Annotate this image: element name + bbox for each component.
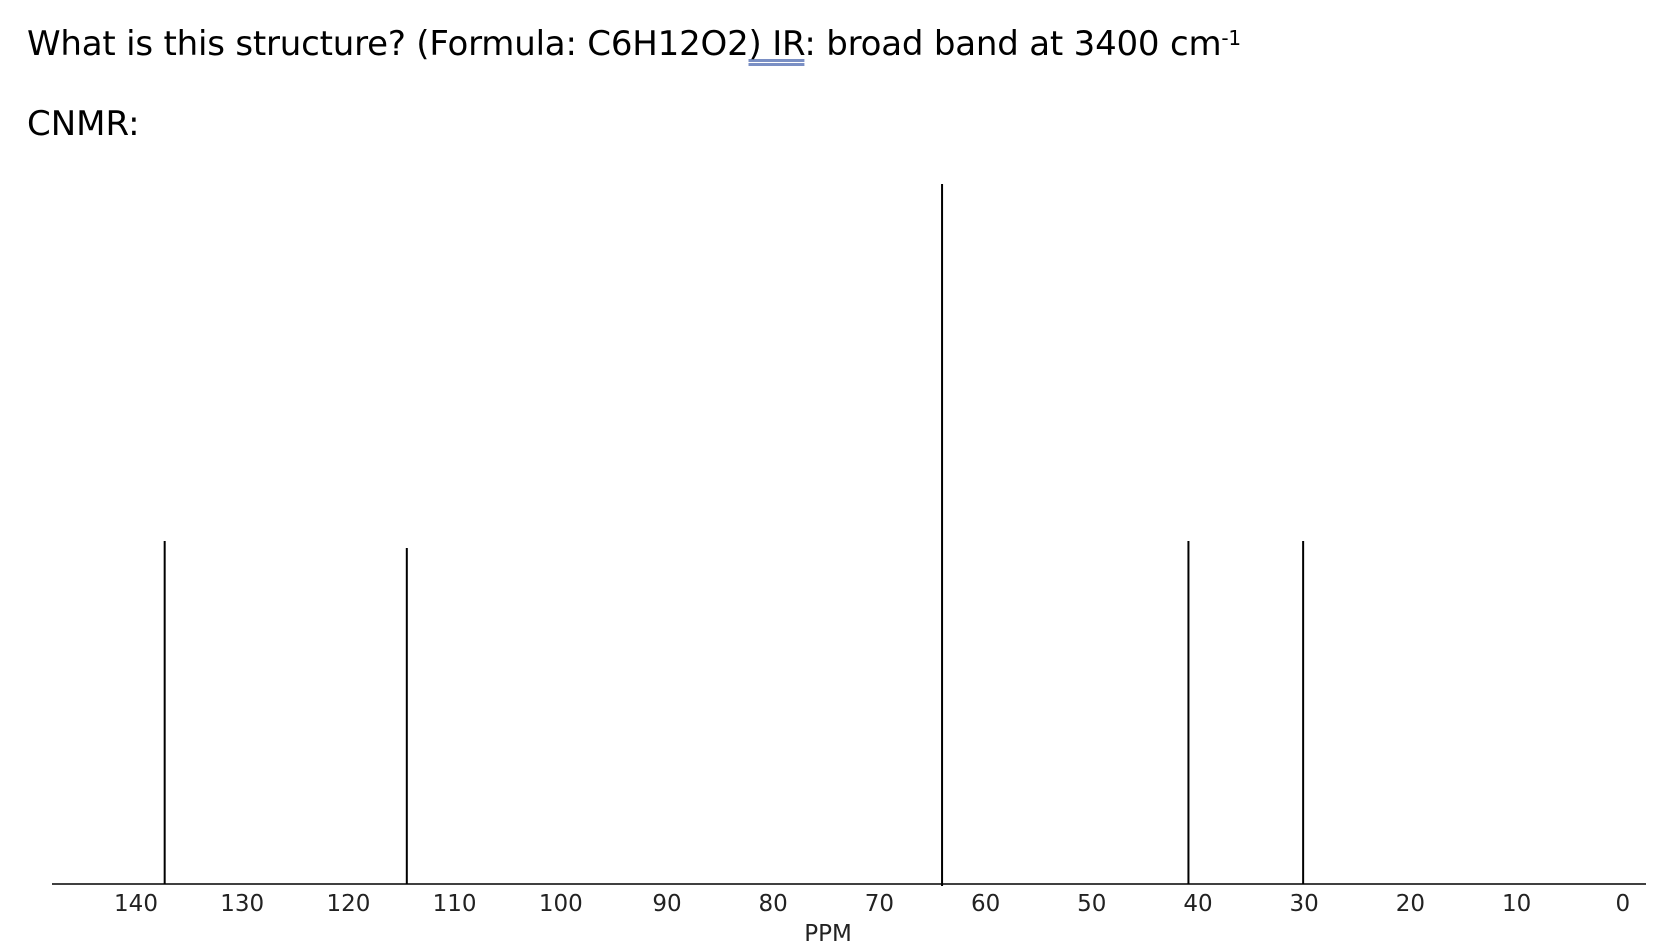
cnmr-label: CNMR:: [27, 104, 140, 144]
x-tick-label: 80: [759, 891, 788, 917]
question-underlined-ir: ) IR: [748, 24, 805, 64]
x-tick-label: 0: [1615, 891, 1630, 917]
x-tick-label: 90: [652, 891, 681, 917]
x-tick-label: 60: [971, 891, 1000, 917]
x-tick-label: 50: [1077, 891, 1106, 917]
question-text: What is this structure? (Formula: C6H12O…: [27, 20, 1241, 68]
x-tick-label: 100: [539, 891, 583, 917]
question-suffix: : broad band at 3400 cm: [804, 24, 1222, 64]
x-tick-label: 140: [114, 891, 158, 917]
x-tick-label: 30: [1290, 891, 1319, 917]
x-tick-label: 70: [865, 891, 894, 917]
x-tick-label: 110: [433, 891, 477, 917]
question-prefix: What is this structure? (Formula: C6H12O…: [27, 24, 749, 64]
x-tick-label: 40: [1183, 891, 1212, 917]
x-axis-label: PPM: [804, 921, 852, 947]
wavenumber-exponent: -1: [1221, 26, 1241, 50]
x-tick-label: 20: [1396, 891, 1425, 917]
x-tick-label: 10: [1502, 891, 1531, 917]
x-tick-label: 130: [220, 891, 264, 917]
x-tick-label: 120: [326, 891, 370, 917]
